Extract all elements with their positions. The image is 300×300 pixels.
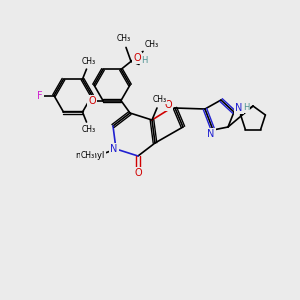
Text: H: H <box>243 103 249 112</box>
Text: CH₃: CH₃ <box>117 34 131 43</box>
Text: O: O <box>88 96 96 106</box>
Text: CH₃: CH₃ <box>145 40 159 50</box>
Text: CH₃: CH₃ <box>81 152 95 160</box>
Text: H: H <box>141 56 147 65</box>
Text: N: N <box>110 144 118 154</box>
Text: F: F <box>37 91 43 100</box>
Text: CH₃: CH₃ <box>81 57 96 66</box>
Text: methyl: methyl <box>75 152 105 160</box>
Text: O: O <box>134 168 142 178</box>
Text: O: O <box>164 100 172 110</box>
Text: O: O <box>133 53 141 63</box>
Text: CH₃: CH₃ <box>81 125 96 134</box>
Text: N: N <box>207 129 215 139</box>
Text: CH₃: CH₃ <box>153 95 167 104</box>
Text: N: N <box>235 103 243 113</box>
